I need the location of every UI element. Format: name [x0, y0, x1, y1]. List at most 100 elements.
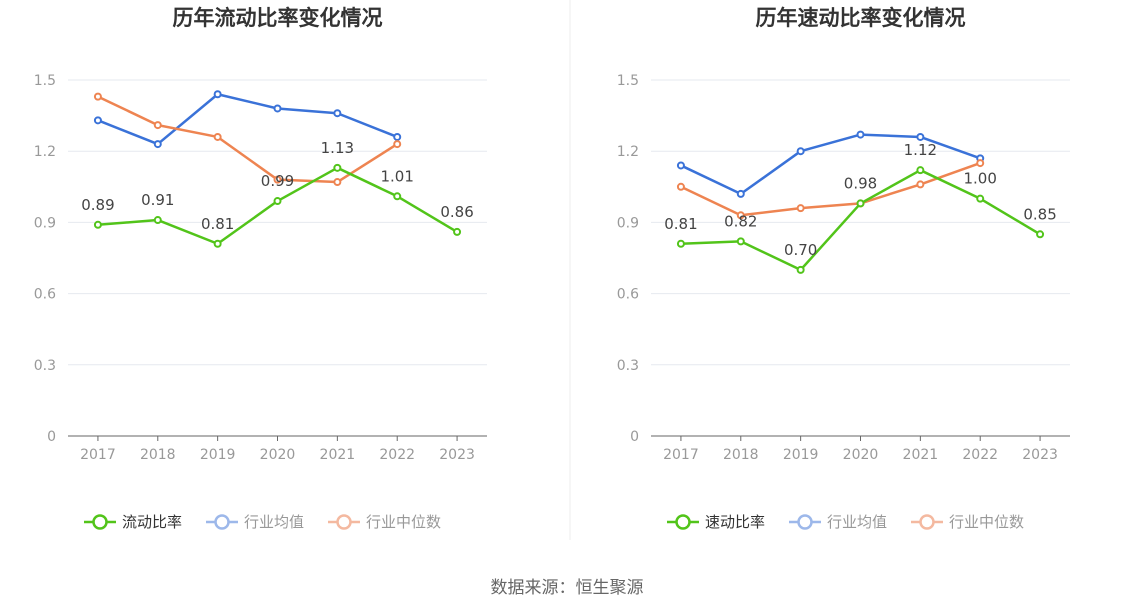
legend-item-industry_avg[interactable]: 行业均值 — [789, 513, 887, 531]
data-point-industry_median[interactable] — [333, 178, 342, 187]
data-point-industry_median[interactable] — [93, 92, 102, 101]
y-tick-label: 1.2 — [617, 144, 639, 160]
x-tick-label: 2017 — [663, 447, 699, 463]
legend-label: 行业均值 — [827, 513, 887, 531]
x-tick-label: 2020 — [843, 447, 879, 463]
data-point-industry_avg[interactable] — [153, 140, 162, 149]
x-tick-label: 2022 — [379, 447, 415, 463]
data-point-company[interactable] — [796, 265, 805, 274]
legend-item-company[interactable]: 流动比率 — [84, 513, 182, 531]
legend-item-company[interactable]: 速动比率 — [667, 513, 765, 531]
y-tick-label: 0.3 — [34, 358, 56, 374]
data-point-company[interactable] — [93, 220, 102, 229]
legend-item-industry_median[interactable]: 行业中位数 — [328, 513, 441, 531]
data-point-industry_avg[interactable] — [856, 130, 865, 139]
data-label: 0.91 — [141, 191, 174, 209]
legend-marker — [336, 514, 352, 530]
data-label: 1.13 — [321, 139, 354, 157]
data-point-industry_median[interactable] — [393, 140, 402, 149]
chart-title: 历年速动比率变化情况 — [756, 6, 966, 30]
data-point-industry_avg[interactable] — [213, 90, 222, 99]
data-label: 1.01 — [381, 167, 414, 185]
legend-label: 行业中位数 — [366, 513, 441, 531]
data-label: 0.81 — [664, 215, 697, 233]
data-point-industry_median[interactable] — [916, 180, 925, 189]
data-label: 0.89 — [81, 196, 114, 214]
y-tick-label: 0.6 — [34, 287, 56, 303]
x-tick-label: 2018 — [140, 447, 176, 463]
data-label: 0.98 — [844, 174, 877, 192]
data-point-industry_median[interactable] — [213, 132, 222, 141]
y-tick-label: 0 — [47, 429, 56, 445]
data-point-industry_avg[interactable] — [393, 132, 402, 141]
data-point-company[interactable] — [333, 163, 342, 172]
x-tick-label: 2023 — [439, 447, 475, 463]
data-point-industry_avg[interactable] — [93, 116, 102, 125]
data-point-industry_avg[interactable] — [796, 147, 805, 156]
data-point-industry_median[interactable] — [796, 204, 805, 213]
y-tick-label: 0.9 — [617, 215, 639, 231]
y-tick-label: 0.9 — [34, 215, 56, 231]
data-point-company[interactable] — [453, 227, 462, 236]
legend-marker — [919, 514, 935, 530]
y-tick-label: 0.6 — [617, 287, 639, 303]
x-tick-label: 2022 — [962, 447, 998, 463]
data-point-company[interactable] — [916, 166, 925, 175]
legend-marker — [92, 514, 108, 530]
chart-panel-2: 历年速动比率变化情况 0 0.3 0.6 0.9 1.2 1.5 2017 2018 2019 20… — [617, 6, 1070, 531]
y-tick-label: 0 — [630, 429, 639, 445]
data-label: 0.81 — [201, 215, 234, 233]
data-point-company[interactable] — [153, 216, 162, 225]
data-point-industry_median[interactable] — [736, 211, 745, 220]
charts-canvas: 历年流动比率变化情况 0 0.3 0.6 0.9 1.2 1.5 2017 2018 2019 20… — [34, 0, 1070, 540]
y-tick-label: 1.5 — [617, 73, 639, 89]
legend-item-industry_median[interactable]: 行业中位数 — [911, 513, 1024, 531]
legend-item-industry_avg[interactable]: 行业均值 — [206, 513, 304, 531]
data-point-industry_median[interactable] — [976, 159, 985, 168]
data-label: 0.86 — [440, 203, 473, 221]
data-point-industry_median[interactable] — [273, 175, 282, 184]
data-label: 0.99 — [261, 172, 294, 190]
data-label: 0.85 — [1023, 205, 1056, 223]
series-line-industry_median — [97, 95, 398, 184]
data-point-company[interactable] — [856, 199, 865, 208]
legend-label: 速动比率 — [705, 513, 765, 531]
legend-label: 行业均值 — [244, 513, 304, 531]
chart-title: 历年流动比率变化情况 — [173, 6, 383, 30]
y-tick-label: 0.3 — [617, 358, 639, 374]
data-point-company[interactable] — [393, 192, 402, 201]
data-point-industry_avg[interactable] — [736, 189, 745, 198]
data-point-company[interactable] — [976, 194, 985, 203]
data-point-industry_avg[interactable] — [676, 161, 685, 170]
series-line-industry_avg — [680, 133, 981, 196]
data-point-industry_median[interactable] — [153, 121, 162, 130]
x-tick-label: 2020 — [260, 447, 296, 463]
x-tick-label: 2023 — [1022, 447, 1058, 463]
legend-label: 流动比率 — [122, 513, 182, 531]
x-tick-label: 2019 — [783, 447, 819, 463]
x-tick-label: 2021 — [320, 447, 356, 463]
data-point-company[interactable] — [736, 237, 745, 246]
y-tick-label: 1.5 — [34, 73, 56, 89]
chart-panel-1: 历年流动比率变化情况 0 0.3 0.6 0.9 1.2 1.5 2017 2018 2019 20… — [34, 6, 487, 531]
data-point-industry_avg[interactable] — [916, 132, 925, 141]
legend-marker — [797, 514, 813, 530]
legend-marker — [214, 514, 230, 530]
data-point-company[interactable] — [1036, 230, 1045, 239]
x-tick-label: 2019 — [200, 447, 236, 463]
legend-label: 行业中位数 — [949, 513, 1024, 531]
legend-marker — [675, 514, 691, 530]
data-label: 0.82 — [724, 212, 757, 230]
x-tick-label: 2018 — [723, 447, 759, 463]
data-label: 1.12 — [904, 141, 937, 159]
data-point-industry_avg[interactable] — [333, 109, 342, 118]
data-point-company[interactable] — [213, 239, 222, 248]
x-tick-label: 2017 — [80, 447, 116, 463]
data-point-company[interactable] — [273, 197, 282, 206]
y-tick-label: 1.2 — [34, 144, 56, 160]
data-point-industry_median[interactable] — [676, 182, 685, 191]
data-point-industry_avg[interactable] — [273, 104, 282, 113]
data-point-company[interactable] — [676, 239, 685, 248]
series-line-industry_avg — [97, 92, 398, 146]
